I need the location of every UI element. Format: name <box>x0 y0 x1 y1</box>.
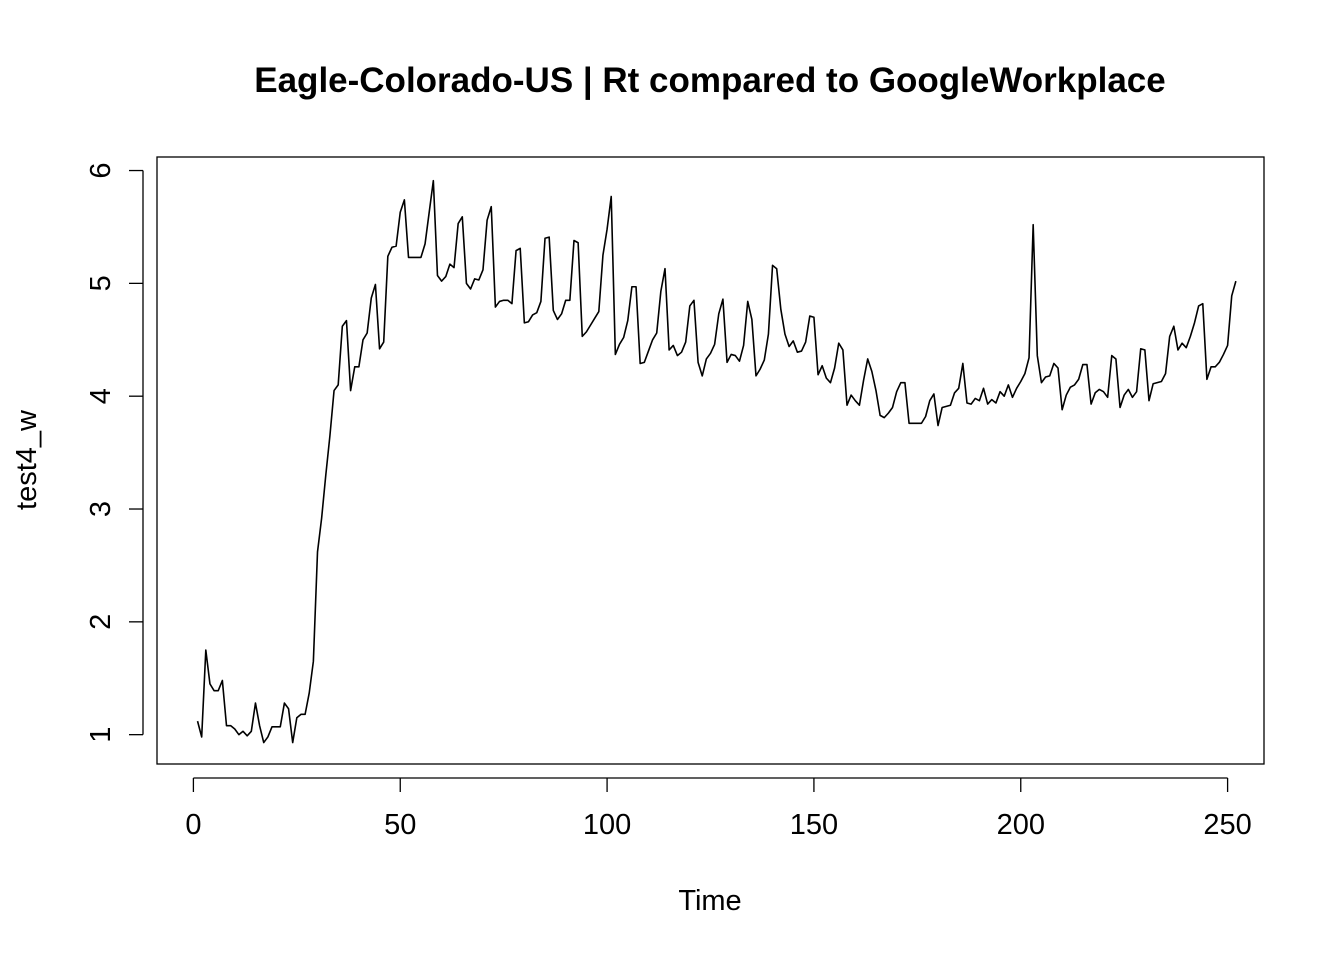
y-tick-label: 3 <box>85 501 117 517</box>
x-axis: 0 50 100 150 200 250 <box>185 777 1252 841</box>
y-axis-label: test4_w <box>11 409 43 510</box>
x-tick-label: 250 <box>1203 809 1251 841</box>
y-tick-label: 4 <box>85 388 117 404</box>
y-axis: 1 2 3 4 5 6 <box>85 162 144 743</box>
y-tick-label: 2 <box>85 614 117 630</box>
series-line-test4-w <box>196 179 1237 744</box>
x-tick-label: 150 <box>790 809 838 841</box>
plot-area-border <box>156 156 1265 765</box>
x-axis-label: Time <box>678 885 741 917</box>
x-tick-label: 100 <box>583 809 631 841</box>
y-tick-label: 1 <box>85 727 117 743</box>
x-tick-label: 0 <box>185 809 201 841</box>
y-tick-label: 6 <box>85 162 117 178</box>
x-tick-label: 200 <box>997 809 1045 841</box>
chart-title: Eagle-Colorado-US | Rt compared to Googl… <box>254 61 1166 100</box>
y-tick-label: 5 <box>85 275 117 291</box>
x-tick-label: 50 <box>384 809 416 841</box>
